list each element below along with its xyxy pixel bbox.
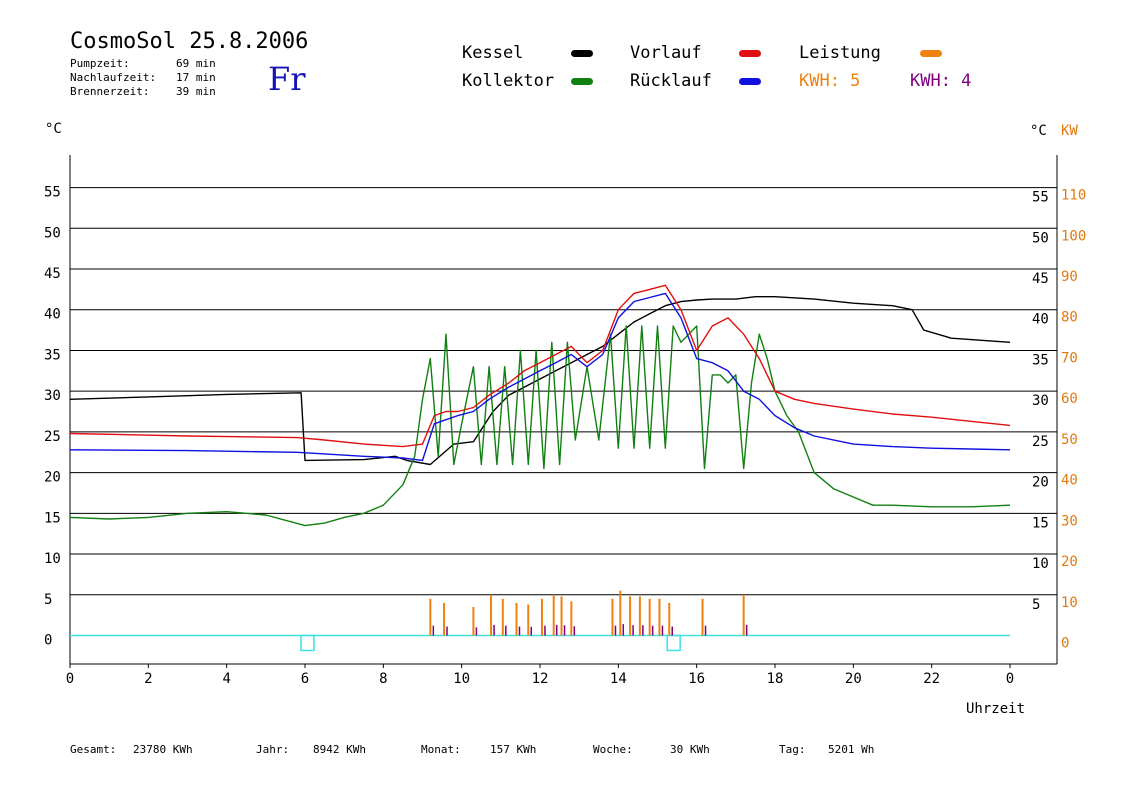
y-tick-label-left: 20 — [44, 470, 61, 486]
stat-label-nachlaufzeit: Nachlaufzeit: — [70, 71, 157, 84]
y-tick-label-kw: 60 — [1061, 391, 1078, 407]
x-tick-label: 4 — [222, 671, 230, 687]
stat-value-brennerzeit: 39 min — [176, 85, 216, 98]
pump-mark — [666, 634, 681, 652]
legend-ruecklauf-label: Rücklauf — [630, 71, 712, 91]
y-tick-label-kw: 30 — [1061, 513, 1078, 529]
y-tick-label-left: 30 — [44, 388, 61, 404]
legend-kollektor-swatch — [571, 78, 593, 85]
footer-tag-value: 5201 Wh — [828, 743, 875, 756]
y-tick-label-right: 20 — [1032, 475, 1049, 491]
x-tick-label: 20 — [845, 671, 862, 687]
y-tick-label-right: 5 — [1032, 597, 1040, 613]
legend-kessel: Kessel — [462, 43, 523, 63]
footer-woche-label: Woche: — [593, 743, 633, 756]
x-tick-label: 0 — [1006, 671, 1014, 687]
series-kollektor — [69, 325, 1011, 527]
y-tick-label-kw: 40 — [1061, 473, 1078, 489]
y-tick-label-left: 5 — [44, 592, 52, 608]
footer-woche-value: 30 KWh — [670, 743, 710, 756]
y-tick-label-kw: 110 — [1061, 188, 1086, 204]
legend-vorlauf-swatch — [739, 50, 761, 57]
pump-mark — [300, 634, 315, 652]
y-tick-label-right: 50 — [1032, 230, 1049, 246]
x-tick-label: 16 — [688, 671, 705, 687]
stat-value-nachlaufzeit: 17 min — [176, 71, 216, 84]
y-tick-label-right: 25 — [1032, 434, 1049, 450]
legend-vorlauf: Vorlauf — [630, 43, 702, 63]
y-tick-label-right: 30 — [1032, 393, 1049, 409]
x-tick-label: 18 — [767, 671, 784, 687]
y-tick-label-kw: 100 — [1061, 228, 1086, 244]
y-axis-left-unit: °C — [45, 121, 62, 137]
y-axis-kw-unit: KW — [1061, 123, 1078, 139]
legend-kessel-swatch — [571, 50, 593, 57]
legend-vorlauf-label: Vorlauf — [630, 43, 702, 63]
x-axis-label: Uhrzeit — [966, 701, 1026, 717]
y-tick-label-kw: 80 — [1061, 310, 1078, 326]
y-tick-label-right: 10 — [1032, 556, 1049, 572]
x-tick-label: 8 — [379, 671, 387, 687]
y-tick-label-right: 45 — [1032, 271, 1049, 287]
weekday-label: Fr — [268, 60, 306, 98]
legend-leistung-swatch — [920, 50, 942, 57]
series-rcklauf — [69, 292, 1011, 462]
y-tick-label-kw: 10 — [1061, 595, 1078, 611]
y-tick-label-left: 50 — [44, 225, 61, 241]
legend-kessel-label: Kessel — [462, 43, 524, 63]
series-vorlauf — [69, 284, 1011, 448]
legend-kollektor-label: Kollektor — [462, 71, 555, 91]
stat-label-brennerzeit: Brennerzeit: — [70, 85, 150, 98]
footer-monat-label: Monat: — [421, 743, 461, 756]
x-tick-label: 10 — [453, 671, 470, 687]
y-tick-label-left: 15 — [44, 510, 61, 526]
stat-label-pumpzeit: Pumpzeit: — [70, 57, 130, 70]
legend-leistung: Leistung — [799, 43, 881, 63]
kwh-leistung: KWH: 5 — [799, 71, 861, 91]
footer-gesamt-value: 23780 KWh — [133, 743, 193, 756]
y-tick-label-kw: 90 — [1061, 269, 1078, 285]
y-tick-label-left: 0 — [44, 632, 52, 648]
footer-jahr-value: 8942 KWh — [313, 743, 366, 756]
y-tick-label-left: 25 — [44, 429, 61, 445]
footer-tag-label: Tag: — [779, 743, 806, 756]
y-axis-right-unit: °C — [1030, 123, 1047, 139]
y-tick-label-kw: 70 — [1061, 350, 1078, 366]
legend-kollektor: Kollektor — [462, 71, 554, 91]
x-tick-label: 12 — [532, 671, 549, 687]
x-tick-label: 0 — [66, 671, 74, 687]
y-tick-label-right: 15 — [1032, 515, 1049, 531]
y-tick-label-right: 40 — [1032, 312, 1049, 328]
stat-value-pumpzeit: 69 min — [176, 57, 216, 70]
series-kessel — [69, 296, 1011, 466]
legend-leistung-label: Leistung — [799, 43, 881, 63]
y-tick-label-left: 40 — [44, 307, 61, 323]
x-tick-label: 14 — [610, 671, 627, 687]
y-tick-label-kw: 50 — [1061, 432, 1078, 448]
stat-labels: Pumpzeit: Nachlaufzeit: Brennerzeit: — [70, 57, 156, 99]
footer-monat-value: 157 KWh — [490, 743, 537, 756]
footer-gesamt-label: Gesamt: — [70, 743, 117, 756]
legend-ruecklauf-swatch — [739, 78, 761, 85]
y-tick-label-left: 55 — [44, 185, 61, 201]
x-tick-label: 2 — [144, 671, 152, 687]
y-tick-label-kw: 0 — [1061, 635, 1069, 651]
kwh-second: KWH: 4 — [910, 71, 972, 91]
x-tick-label: 6 — [301, 671, 309, 687]
y-tick-label-left: 10 — [44, 551, 61, 567]
y-tick-label-right: 55 — [1032, 190, 1049, 206]
x-tick-label: 22 — [923, 671, 940, 687]
y-tick-label-kw: 20 — [1061, 554, 1078, 570]
y-tick-label-left: 35 — [44, 347, 61, 363]
footer-jahr-label: Jahr: — [256, 743, 290, 756]
y-tick-label-right: 35 — [1032, 352, 1049, 368]
stat-values: 69 min 17 min 39 min — [176, 57, 216, 99]
legend-ruecklauf: Rücklauf — [630, 71, 712, 91]
y-tick-label-left: 45 — [44, 266, 61, 282]
page-title: CosmoSol 25.8.2006 — [70, 29, 309, 54]
